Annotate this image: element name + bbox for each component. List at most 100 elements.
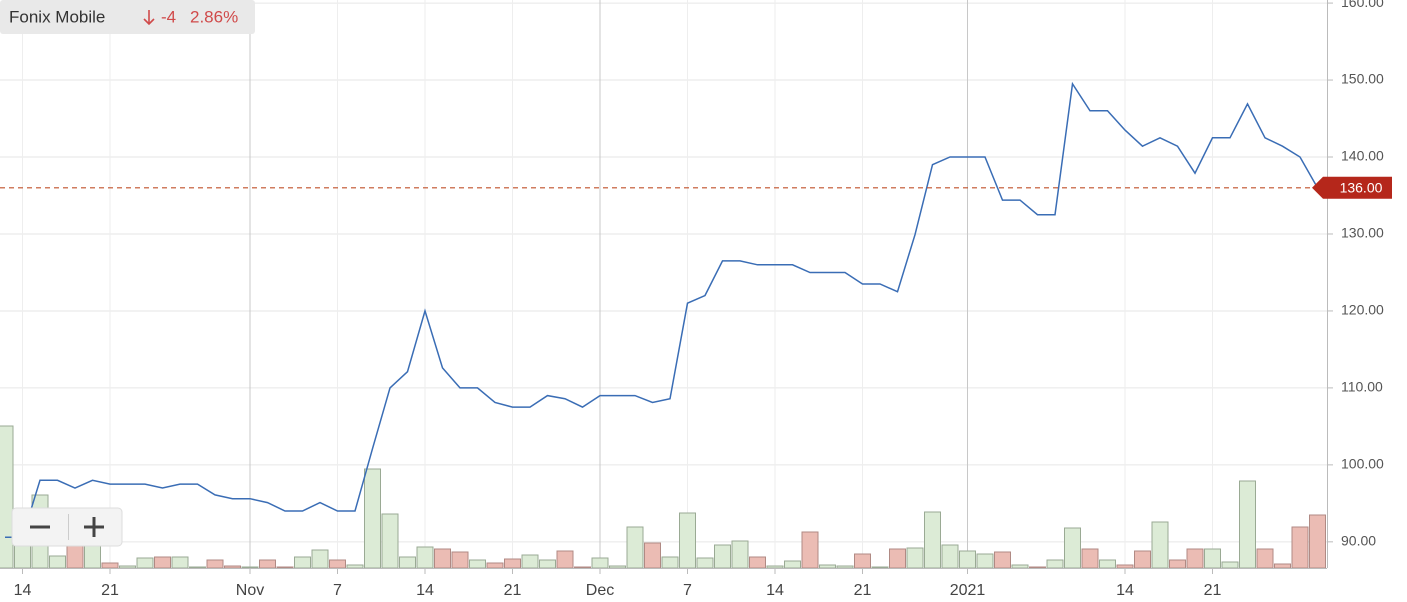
volume-bar xyxy=(154,556,171,569)
x-tick-label: 2021 xyxy=(950,582,986,599)
volume-bar xyxy=(609,565,626,569)
y-tick-label: 110.00 xyxy=(1341,379,1383,395)
x-tick-label: Nov xyxy=(236,582,264,599)
volume-bar xyxy=(101,562,119,569)
volume-bar xyxy=(906,547,924,569)
volume-bar xyxy=(49,555,66,569)
volume-bar xyxy=(259,559,276,569)
x-tick-label: 14 xyxy=(416,582,434,599)
change: -4 xyxy=(161,7,176,26)
zoom-in-button[interactable] xyxy=(69,509,121,545)
volume-bar xyxy=(1186,548,1204,569)
price-lines xyxy=(0,81,1319,538)
volume-bar xyxy=(469,559,486,569)
header: Fonix Mobile -4 2.86% xyxy=(0,0,255,34)
volume-bar xyxy=(626,526,644,569)
down-arrow-icon xyxy=(143,10,155,26)
grid xyxy=(0,0,1327,568)
x-tick-label: Dec xyxy=(586,582,614,599)
x-tick-label: 21 xyxy=(101,582,119,599)
y-tick-label: 160.00 xyxy=(1341,0,1384,10)
volume-bar xyxy=(1274,563,1291,569)
volume-bar xyxy=(1116,564,1134,569)
volume-bar xyxy=(84,544,101,569)
volume-bar xyxy=(1204,548,1221,569)
x-tick-label: 7 xyxy=(683,582,692,599)
volume-bar xyxy=(539,559,556,569)
volume-bar xyxy=(381,513,399,569)
volume-bar xyxy=(399,556,416,569)
volume-bar xyxy=(591,557,609,569)
volume-bar xyxy=(819,564,836,569)
volume-bar xyxy=(871,566,889,569)
volume-bar xyxy=(574,566,591,569)
volume-bar xyxy=(364,468,381,569)
volume-bar xyxy=(1046,559,1064,569)
volume-bar xyxy=(206,559,224,569)
axes: 90.00 100.00 110.00 120.00 130.00 140.00 150.0… xyxy=(14,0,1392,599)
volume-bar xyxy=(434,548,451,569)
volume-bar xyxy=(696,557,714,569)
volume-bar xyxy=(241,566,259,569)
volume-bar xyxy=(1064,527,1081,569)
volume-bar xyxy=(346,564,364,569)
volume-bar xyxy=(171,556,189,569)
volume-bar xyxy=(801,531,819,569)
volume-bar xyxy=(1081,548,1099,569)
volume-bar xyxy=(1239,480,1256,569)
volume-bar xyxy=(311,549,329,569)
y-tick-label: 140.00 xyxy=(1341,148,1384,164)
volume-bar xyxy=(889,548,906,569)
volume-bar xyxy=(294,556,311,569)
volume-bar xyxy=(784,560,801,569)
volume-bar xyxy=(1029,566,1046,569)
x-tick-label: 7 xyxy=(333,582,342,599)
volume-bar xyxy=(1169,559,1186,569)
volume-bar xyxy=(1099,559,1116,569)
volume-bar xyxy=(0,425,14,569)
volume-bar xyxy=(14,544,31,569)
volume-bar xyxy=(644,542,661,569)
volume-bar xyxy=(731,540,749,569)
y-tick-label: 130.00 xyxy=(1341,225,1384,241)
volume-bar xyxy=(959,550,976,569)
volume-bar xyxy=(1221,561,1239,569)
volume-bar xyxy=(976,553,994,569)
volume-bar xyxy=(224,565,241,569)
x-tick-label: 21 xyxy=(854,582,872,599)
volume-bar xyxy=(136,557,154,569)
x-tick-label: 21 xyxy=(1204,582,1222,599)
volume-bar xyxy=(451,551,469,569)
volume-bar xyxy=(556,550,574,569)
y-tick-label: 150.00 xyxy=(1341,71,1384,87)
volume-bar xyxy=(749,556,766,569)
volume-bar xyxy=(1256,548,1274,569)
volume-bar xyxy=(661,556,679,569)
volume-bar xyxy=(679,512,696,569)
volume-bar xyxy=(119,565,136,569)
zoom-out-button[interactable] xyxy=(13,509,68,545)
volume-bar xyxy=(1011,564,1029,569)
volume-bar xyxy=(1291,526,1309,569)
volume-bar xyxy=(1151,521,1169,569)
header-background xyxy=(0,0,255,34)
x-tick-label: 14 xyxy=(1116,582,1134,599)
zoom-control xyxy=(11,507,123,547)
stock-name: Fonix Mobile xyxy=(9,7,105,26)
volume-bar xyxy=(521,554,539,569)
price-badge-label: 136.00 xyxy=(1340,179,1383,195)
y-tick-label: 90.00 xyxy=(1341,533,1376,549)
volume-bar xyxy=(714,544,731,569)
volume-bar xyxy=(924,511,941,569)
price-badge xyxy=(1312,176,1392,199)
volume-bar xyxy=(766,565,784,569)
volume-bar xyxy=(416,546,434,569)
volume-bar xyxy=(486,562,504,569)
volume-bar xyxy=(836,565,854,569)
price-line xyxy=(5,81,1319,538)
y-tick-label: 120.00 xyxy=(1341,302,1384,318)
volume-bars xyxy=(0,425,1326,569)
volume-bar xyxy=(1309,514,1326,569)
y-tick-label: 100.00 xyxy=(1341,456,1384,472)
